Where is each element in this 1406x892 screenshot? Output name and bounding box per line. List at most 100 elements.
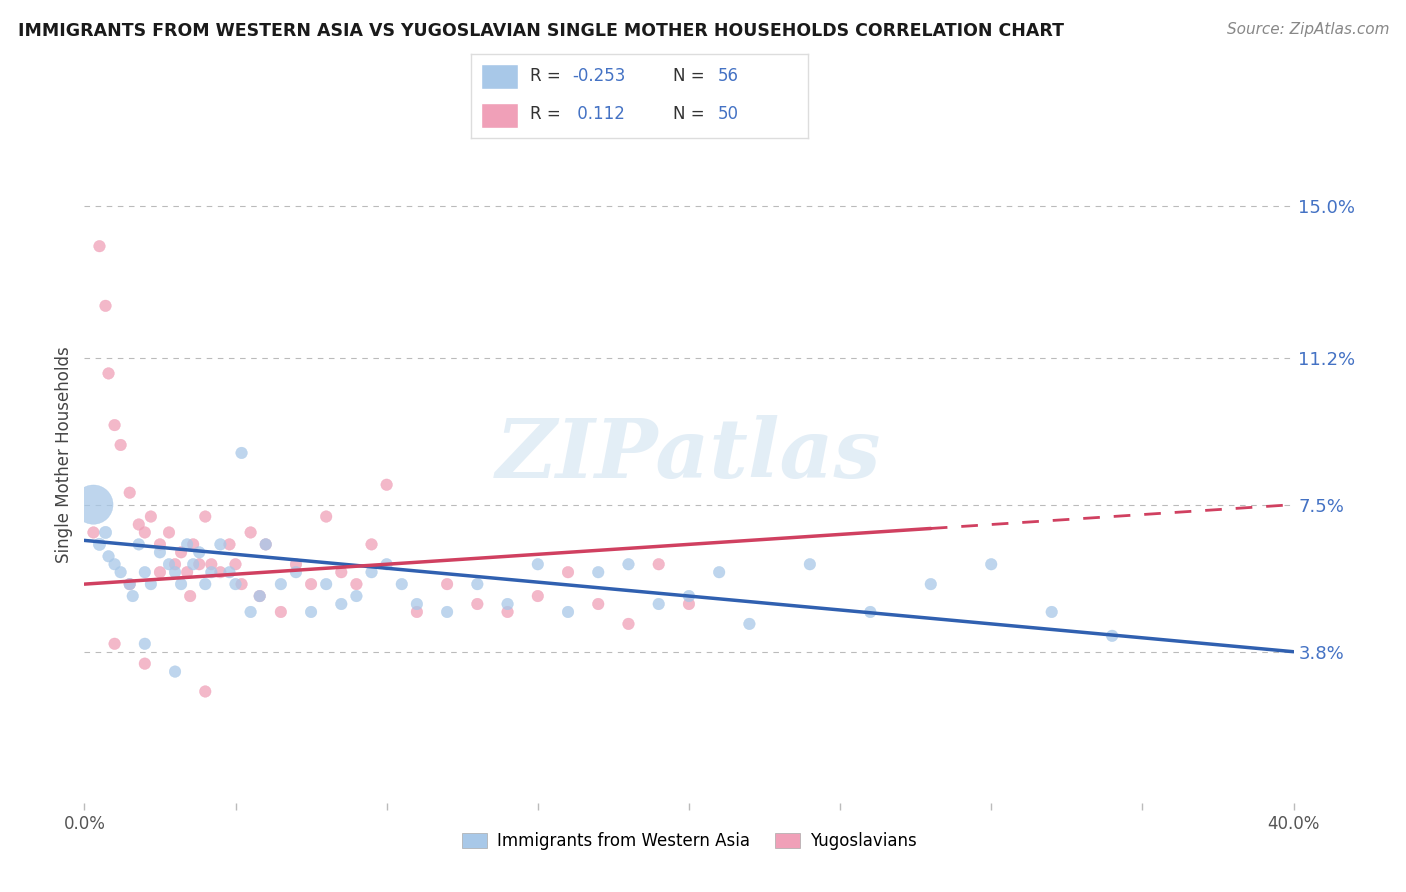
Point xyxy=(225,577,247,591)
Point xyxy=(648,597,671,611)
Point xyxy=(391,577,413,591)
Point xyxy=(285,565,308,579)
Point xyxy=(194,577,217,591)
Text: -0.253: -0.253 xyxy=(572,67,626,85)
Point xyxy=(467,577,489,591)
Point xyxy=(738,616,761,631)
Point xyxy=(249,589,271,603)
Point xyxy=(436,605,458,619)
Point xyxy=(110,565,132,579)
Point xyxy=(678,589,700,603)
Point xyxy=(94,525,117,540)
Point xyxy=(149,545,172,559)
Point xyxy=(375,558,398,572)
Point xyxy=(218,565,240,579)
Point xyxy=(181,558,204,572)
Point xyxy=(617,558,640,572)
Point xyxy=(139,509,162,524)
Point xyxy=(118,577,141,591)
Point xyxy=(157,525,180,540)
Point xyxy=(82,525,104,540)
Point xyxy=(859,605,882,619)
Point xyxy=(270,577,292,591)
Point xyxy=(128,537,150,551)
Point xyxy=(118,577,141,591)
Point xyxy=(980,558,1002,572)
Point xyxy=(209,565,232,579)
Point xyxy=(170,545,193,559)
Text: ZIPatlas: ZIPatlas xyxy=(496,415,882,495)
Point xyxy=(270,605,292,619)
Point xyxy=(82,498,104,512)
Point xyxy=(557,565,579,579)
Point xyxy=(134,565,156,579)
Point xyxy=(181,537,204,551)
Point xyxy=(104,558,127,572)
Point xyxy=(209,537,232,551)
Text: N =: N = xyxy=(673,105,710,123)
Point xyxy=(104,418,127,433)
Point xyxy=(170,577,193,591)
Point xyxy=(128,517,150,532)
Point xyxy=(648,558,671,572)
Point xyxy=(94,299,117,313)
Point xyxy=(194,684,217,698)
Point xyxy=(617,616,640,631)
Point xyxy=(165,665,187,679)
Point xyxy=(375,477,398,491)
Point xyxy=(249,589,271,603)
Point xyxy=(231,446,253,460)
Text: N =: N = xyxy=(673,67,710,85)
Point xyxy=(299,577,322,591)
Point xyxy=(360,537,382,551)
Point xyxy=(188,558,211,572)
Point xyxy=(89,239,111,253)
Text: R =: R = xyxy=(530,105,567,123)
Point xyxy=(678,597,700,611)
Point xyxy=(176,565,198,579)
Point xyxy=(330,597,353,611)
Point xyxy=(588,597,610,611)
Point xyxy=(97,549,120,564)
Point xyxy=(557,605,579,619)
Point xyxy=(139,577,162,591)
Point xyxy=(799,558,821,572)
Point xyxy=(406,597,429,611)
Point xyxy=(709,565,731,579)
Point xyxy=(527,558,550,572)
Point xyxy=(157,558,180,572)
Point xyxy=(188,545,211,559)
Point xyxy=(406,605,429,619)
FancyBboxPatch shape xyxy=(481,103,519,128)
Text: Source: ZipAtlas.com: Source: ZipAtlas.com xyxy=(1226,22,1389,37)
Point xyxy=(165,565,187,579)
Text: IMMIGRANTS FROM WESTERN ASIA VS YUGOSLAVIAN SINGLE MOTHER HOUSEHOLDS CORRELATION: IMMIGRANTS FROM WESTERN ASIA VS YUGOSLAV… xyxy=(18,22,1064,40)
Point xyxy=(231,577,253,591)
Point xyxy=(239,525,262,540)
Point xyxy=(104,637,127,651)
Point xyxy=(254,537,277,551)
Point xyxy=(121,589,143,603)
Point xyxy=(176,537,198,551)
Point xyxy=(285,558,308,572)
Point xyxy=(200,558,222,572)
Point xyxy=(330,565,353,579)
Point xyxy=(588,565,610,579)
Y-axis label: Single Mother Households: Single Mother Households xyxy=(55,347,73,563)
Point xyxy=(194,509,217,524)
Point xyxy=(920,577,942,591)
Point xyxy=(239,605,262,619)
Point xyxy=(110,438,132,452)
Point xyxy=(1040,605,1063,619)
Point xyxy=(254,537,277,551)
Point xyxy=(496,597,519,611)
Point xyxy=(149,537,172,551)
Point xyxy=(527,589,550,603)
Point xyxy=(134,657,156,671)
Point xyxy=(436,577,458,591)
Point xyxy=(299,605,322,619)
Point xyxy=(496,605,519,619)
Point xyxy=(200,565,222,579)
Point xyxy=(179,589,201,603)
Point xyxy=(165,558,187,572)
